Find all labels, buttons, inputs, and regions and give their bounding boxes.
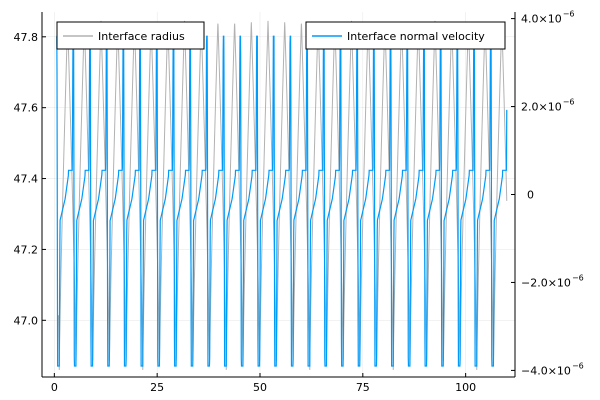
y-left-tick-label: 47.4 [14,173,39,186]
legend-velocity-label: Interface normal velocity [347,30,485,43]
y-right-tick-label: 2.0×10 [521,101,562,114]
y-right-tick-exponent: −6 [563,10,575,19]
series-interface-radius [57,20,508,370]
y-right-tick-label: −4.0×10 [521,364,571,377]
x-tick-label: 100 [455,381,476,394]
x-tick-label: 25 [150,381,164,394]
series-interface-normal-velocity [56,35,508,367]
y-right-tick-label: 0 [527,189,534,202]
y-left-axis-ticks: 47.0 47.2 47.4 47.6 47.8 [14,31,46,327]
y-right-tick-exponent: −6 [572,273,584,282]
y-left-tick-label: 47.6 [14,102,39,115]
legend-left: Interface radius [56,21,205,50]
y-right-axis-ticks: −4.0×10 −6−2.0×10 −602.0×10 −64.0×10 −6 [511,10,584,377]
y-left-tick-label: 47.2 [14,243,39,256]
x-tick-label: 0 [51,381,58,394]
legend-right: Interface normal velocity [305,21,506,50]
y-right-tick-exponent: −6 [563,98,575,107]
y-right-tick-label: −2.0×10 [521,276,571,289]
interface-radius-line [57,20,508,370]
interface-normal-velocity-line [56,35,508,367]
y-left-tick-label: 47.0 [14,314,39,327]
x-tick-label: 75 [356,381,370,394]
y-left-tick-label: 47.8 [14,31,39,44]
x-tick-label: 50 [253,381,267,394]
y-right-tick-exponent: −6 [572,361,584,370]
x-axis-ticks: 0 25 50 75 100 [51,373,476,394]
legend-radius-label: Interface radius [98,30,185,43]
y-right-tick-label: 4.0×10 [521,13,562,26]
